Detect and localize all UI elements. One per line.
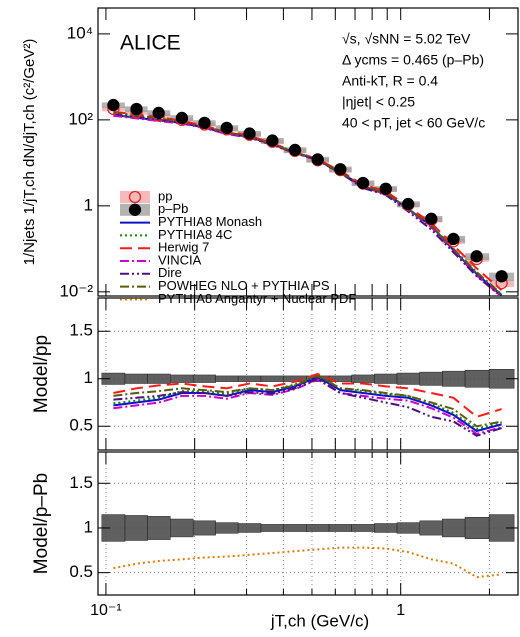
uncertainty-band [192,374,216,383]
plot-area [101,98,515,296]
legend-label: PYTHIA8 Angantyr + Nuclear PDF [158,291,356,306]
frame [97,451,519,596]
uncertainty-band [237,523,262,533]
y-tick-label: 1 [84,195,93,214]
model-line [113,112,503,296]
data-point [220,121,233,135]
chart-title: ALICE [120,32,181,55]
y-tick-label: 1.5 [69,321,93,340]
uncertainty-band [464,369,490,388]
plot-area [98,452,518,595]
legend-label: pp [158,188,172,203]
uncertainty-band [464,516,490,539]
uncertainty-band [442,518,466,538]
annotation: √s, √sNN = 5.02 TeV [342,31,471,47]
legend-label: POWHEG NLO + PYTHIA PS [158,278,330,293]
uncertainty-band [147,373,171,384]
legend-swatch [120,191,150,203]
y-tick-label: 10⁻² [59,281,93,300]
uncertainty-band [283,524,307,532]
legend-label: PYTHIA8 4C [158,227,232,242]
data-point [470,250,483,263]
uncertainty-band [419,371,443,386]
uncertainty-band [351,374,375,383]
y-tick-label: 10² [68,109,93,128]
annotation: 40 < pT, jet < 60 GeV/c [342,115,485,131]
y-tick-label: 0.5 [69,562,93,581]
data-point [402,197,415,211]
model-line [113,374,502,428]
x-axis-label: jT,ch (GeV/c) [270,611,369,630]
legend-label: Dire [158,265,182,280]
y-tick-label: 1.5 [69,473,93,492]
uncertainty-band [192,520,216,536]
uncertainty-band [237,375,262,382]
legend-label: p–Pb [158,201,188,216]
legend-swatch [128,190,142,204]
uncertainty-band [124,373,148,384]
data-point [175,111,189,125]
legend-swatch [128,203,142,216]
model-line [113,114,503,296]
uncertainty-band [170,374,194,383]
model-line [113,372,502,418]
y-axis-label: Model/pp [31,335,52,413]
frame [97,297,519,451]
data-point [425,212,438,225]
uncertainty-band [147,516,171,540]
uncertainty-band [260,524,284,532]
uncertainty-band [442,370,466,387]
data-point [356,176,370,190]
uncertainty-band [306,524,330,532]
y-tick-label: 10⁴ [67,23,93,42]
uncertainty-band [124,515,148,541]
syst-box [489,279,515,287]
uncertainty-band [374,523,398,533]
frame [97,7,519,297]
annotation: |ηjet| < 0.25 [342,94,415,110]
uncertainty-band [374,373,398,384]
plot-area [98,298,518,450]
uncertainty-band [328,524,352,532]
data-point [311,153,324,166]
data-point [379,182,392,195]
annotation: Δ ycms = 0.465 (p–Pb) [342,52,484,68]
legend-label: Herwig 7 [158,240,209,255]
uncertainty-band [419,520,443,536]
y-axis-label: 1/Njets 1/jT,ch dN/djT,ch (c²/GeV²) [21,39,38,266]
uncertainty-band [396,522,420,534]
data-point [198,116,211,130]
x-tick-label: 10⁻¹ [90,602,122,619]
uncertainty-band [260,375,284,382]
data-point [152,106,165,120]
uncertainty-band [396,372,420,385]
data-point [130,102,143,116]
data-point [243,127,256,140]
data-point [334,163,347,176]
data-point [266,134,279,147]
model-line [113,546,502,579]
data-point [107,98,120,112]
y-tick-label: 1 [84,517,93,536]
y-axis-label: Model/p–Pb [31,473,52,574]
annotation: Anti-kT, R = 0.4 [342,73,438,89]
model-line [113,111,503,295]
x-tick-label: 1 [396,602,405,619]
uncertainty-band [170,518,194,538]
data-point [495,270,508,283]
legend-label: PYTHIA8 Monash [158,214,262,229]
data-point [288,143,302,157]
data-point [447,232,460,246]
uncertainty-band [215,522,239,534]
y-tick-label: 0.5 [69,416,93,435]
uncertainty-band [215,375,239,382]
legend-label: VINCIA [158,252,202,267]
model-line [113,377,502,437]
y-tick-label: 1 [84,368,93,387]
uncertainty-band [351,524,375,532]
